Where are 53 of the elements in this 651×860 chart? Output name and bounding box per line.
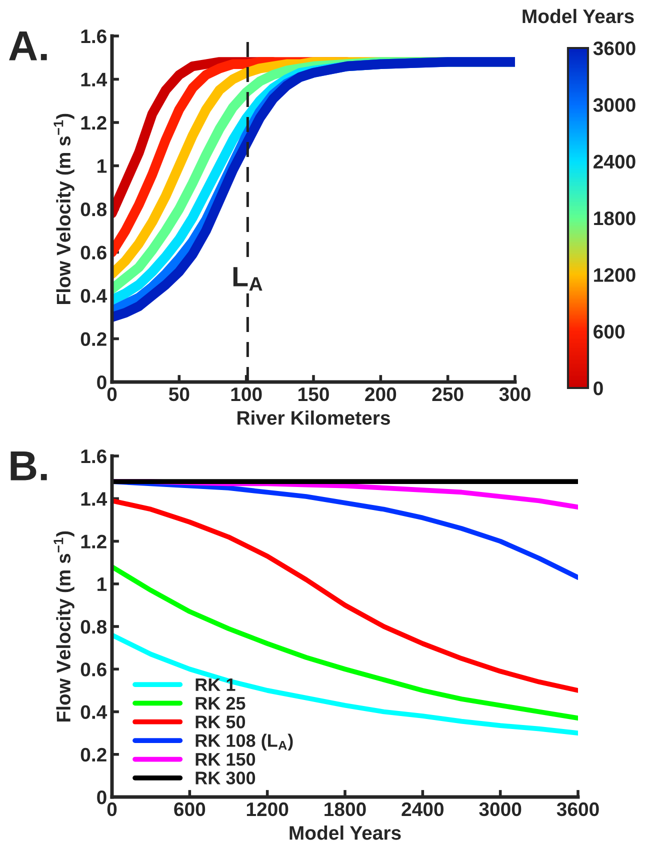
y-tick-label: 1.4 bbox=[81, 492, 108, 506]
legend-label: RK 50 bbox=[196, 716, 246, 728]
x-tick-label: 100 bbox=[231, 387, 262, 402]
y-tick-label: 0.2 bbox=[80, 748, 106, 762]
y-tick-label: 1.6 bbox=[81, 29, 106, 44]
y-tick-label: 1.2 bbox=[81, 534, 106, 548]
x-tick-label: 600 bbox=[174, 802, 206, 816]
y-tick-label: 0 bbox=[97, 790, 106, 804]
text: B. bbox=[10, 452, 47, 480]
y-tick-label: 0.6 bbox=[80, 662, 106, 676]
y-tick-label: 0.6 bbox=[80, 246, 106, 260]
y-tick-label: 1.4 bbox=[81, 72, 108, 86]
color-bar-label: 1800 bbox=[594, 211, 636, 226]
y-axis-title: Flow Velocity (m s$^{−1}$) bbox=[54, 531, 74, 722]
text: A. bbox=[9, 32, 47, 60]
y-tick-label: 0.2 bbox=[80, 332, 106, 346]
color-bar-label: 1200 bbox=[594, 268, 636, 282]
color-bar-label: 3000 bbox=[593, 98, 636, 112]
legend-label: RK 150 bbox=[196, 752, 256, 766]
y-tick-label: 1.2 bbox=[81, 116, 106, 130]
x-tick-label: 0 bbox=[107, 387, 117, 402]
y-tick-label: 1 bbox=[98, 578, 107, 591]
line-series bbox=[112, 498, 578, 693]
y-tick-label: 0.8 bbox=[80, 620, 107, 634]
color-bar-label: 600 bbox=[594, 324, 625, 339]
line-series bbox=[112, 632, 578, 736]
legend-label: RK 108 (L$_{A}$) bbox=[196, 734, 293, 751]
legend-label: RK 300 bbox=[196, 772, 256, 784]
x-tick-label: 50 bbox=[168, 387, 190, 402]
x-axis-title: River Kilometers bbox=[238, 410, 390, 425]
y-tick-label: 0 bbox=[97, 375, 106, 390]
x-tick-label: 300 bbox=[499, 387, 530, 402]
y-tick-label: 0.8 bbox=[80, 202, 107, 216]
y-axis-title: Flow Velocity (m s$^{−1}$) bbox=[54, 114, 74, 304]
x-tick-label: 3600 bbox=[556, 802, 599, 816]
legend-label: RK 25 bbox=[196, 696, 246, 710]
color-bar-label: 3600 bbox=[593, 41, 636, 56]
x-tick-label: 2400 bbox=[402, 802, 444, 816]
x-tick-label: 250 bbox=[432, 387, 464, 402]
color-bar-label: 2400 bbox=[594, 154, 636, 169]
y-tick-label: 0.4 bbox=[80, 288, 108, 303]
color-bar-title: Model Years bbox=[522, 8, 634, 24]
y-tick-label: 1.6 bbox=[81, 449, 106, 464]
x-tick-label: 1800 bbox=[324, 802, 366, 816]
y-tick-label: 0.4 bbox=[80, 705, 108, 719]
x-axis-title: Model Years bbox=[290, 826, 401, 840]
x-tick-label: 1200 bbox=[246, 802, 288, 816]
x-tick-label: 150 bbox=[298, 387, 329, 402]
y-tick-label: 1 bbox=[98, 159, 107, 173]
x-tick-label: 0 bbox=[107, 802, 117, 816]
x-tick-label: 3000 bbox=[479, 802, 522, 816]
x-tick-label: 200 bbox=[365, 387, 396, 402]
ref-line-label: L$_{A}$ bbox=[233, 267, 262, 291]
